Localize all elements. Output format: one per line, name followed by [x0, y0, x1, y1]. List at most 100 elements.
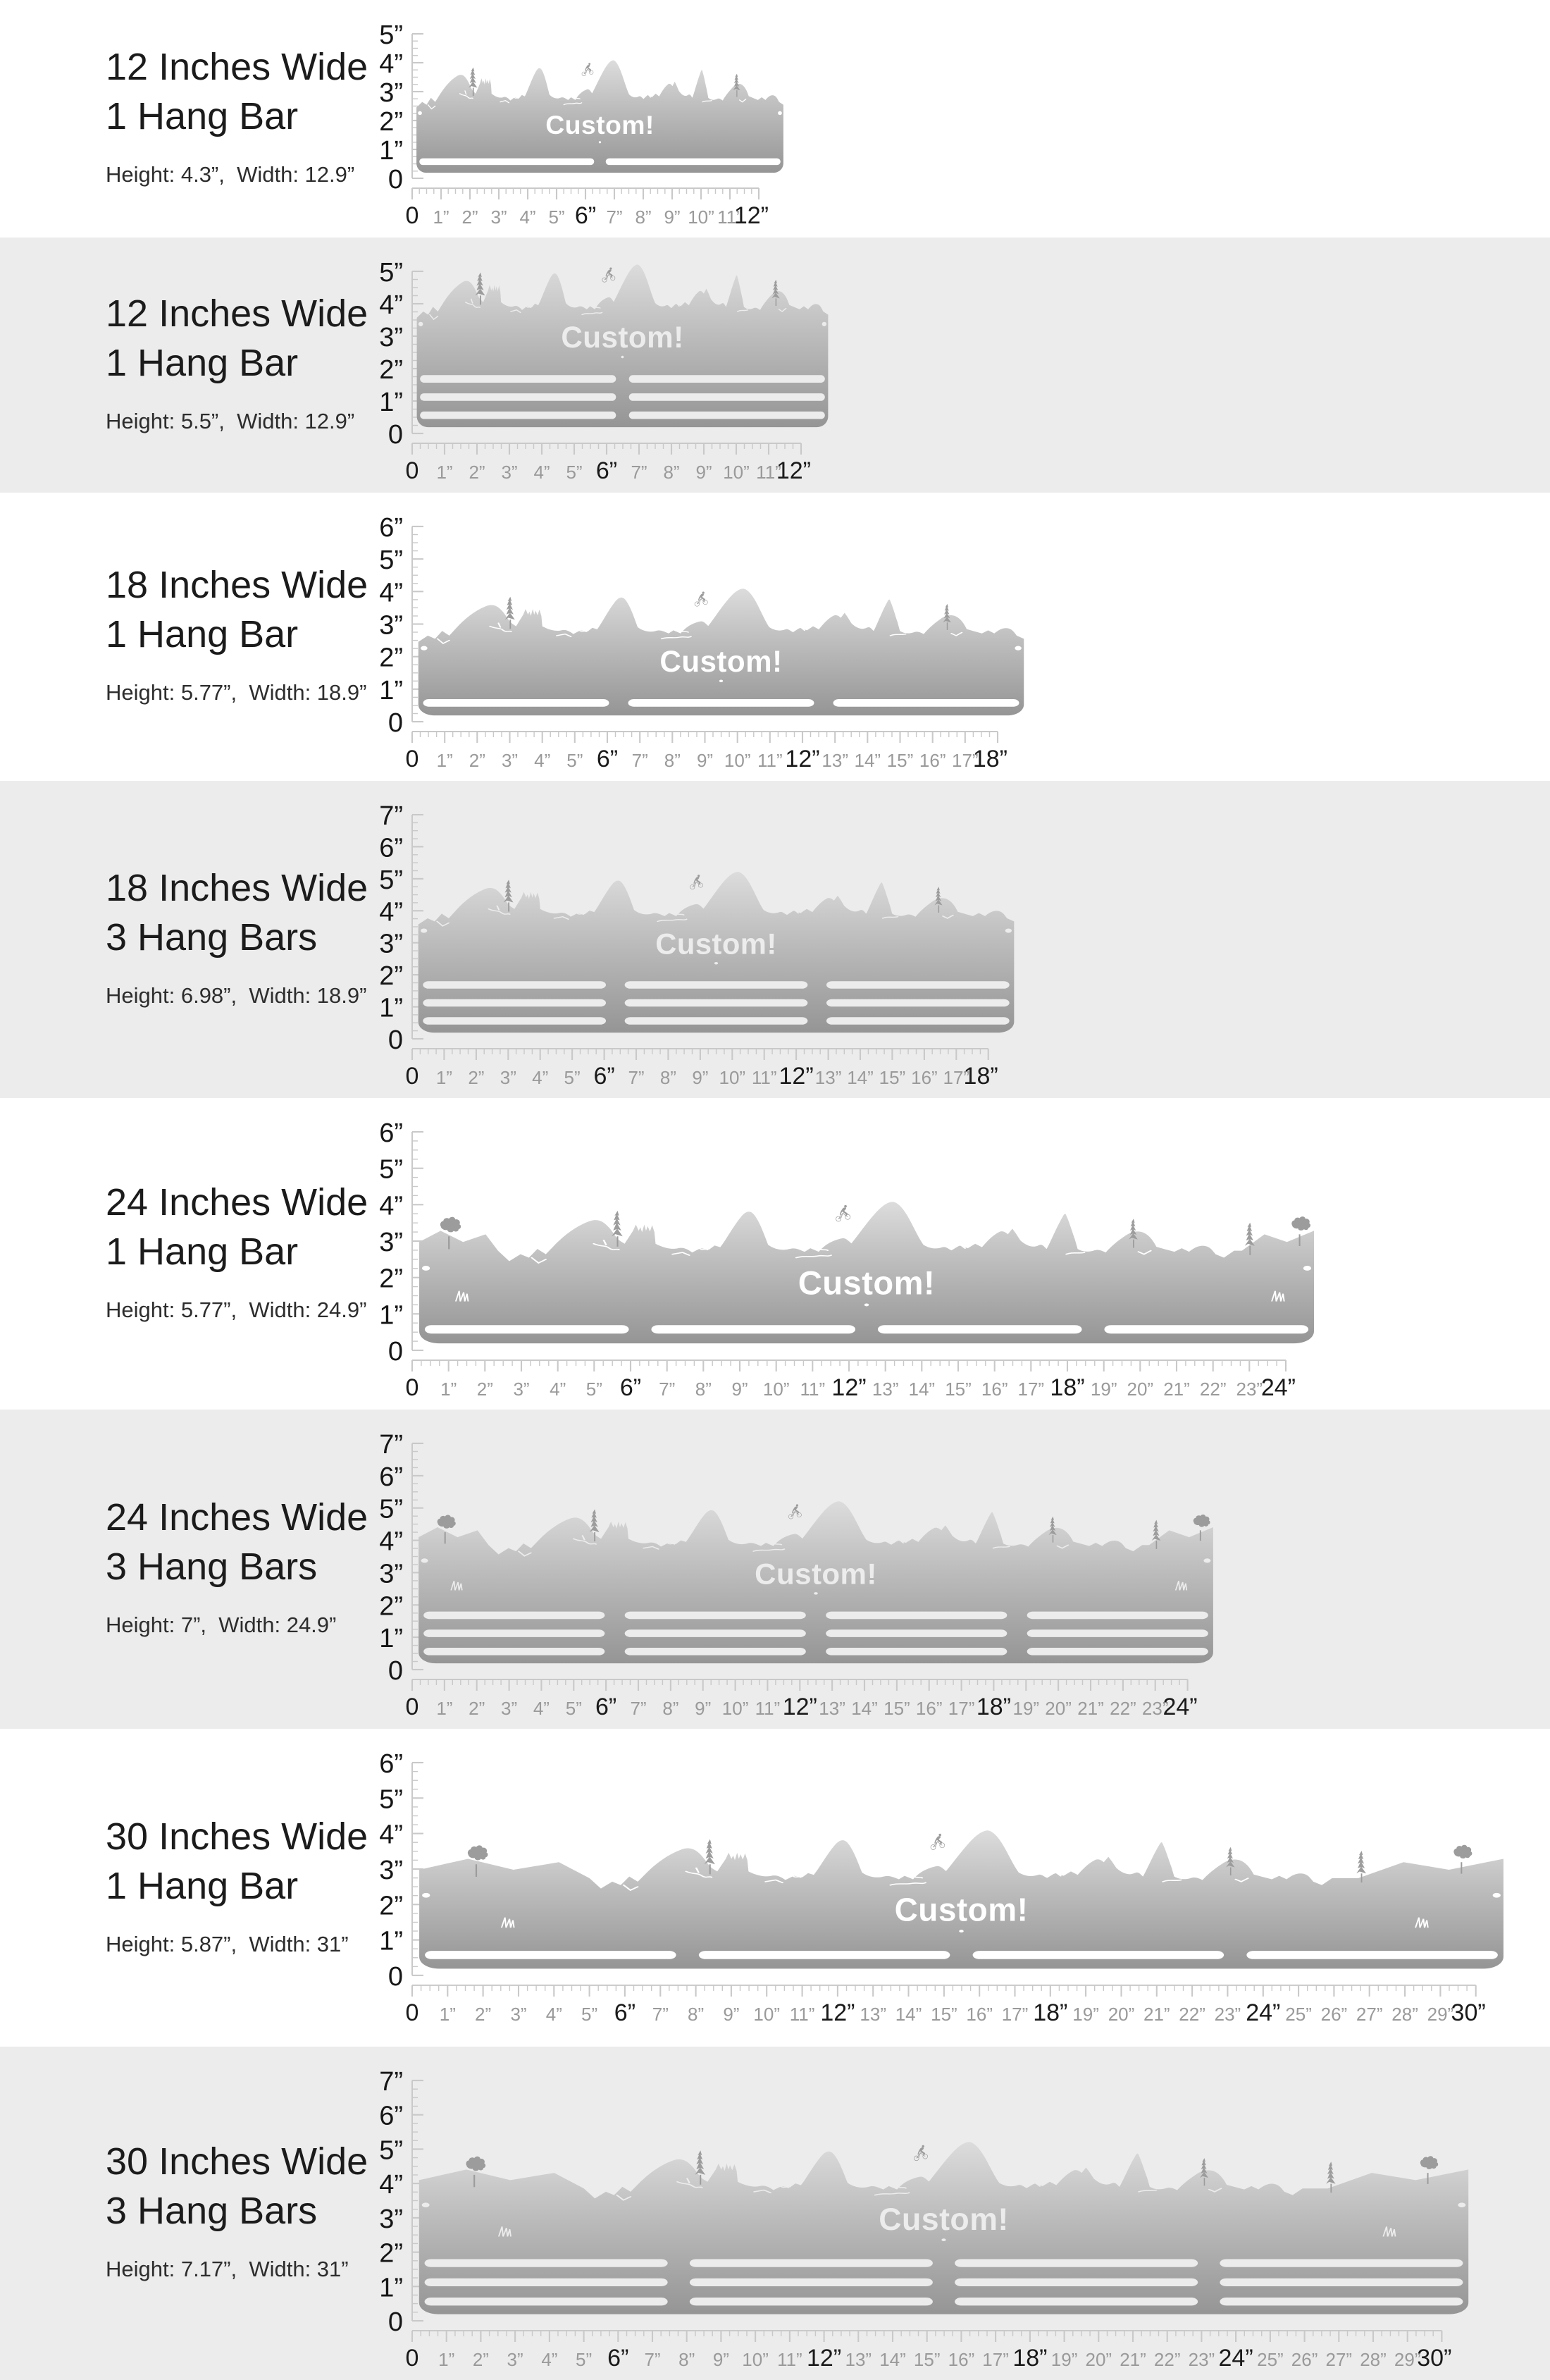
svg-text:1”: 1”: [437, 750, 453, 771]
svg-text:24”: 24”: [1219, 2345, 1253, 2372]
svg-text:1”: 1”: [379, 994, 403, 1023]
svg-text:23”: 23”: [1236, 1379, 1263, 1400]
svg-text:25”: 25”: [1257, 2349, 1284, 2370]
svg-text:12”: 12”: [783, 1694, 817, 1720]
svg-text:16”: 16”: [916, 1698, 943, 1719]
svg-text:3”: 3”: [379, 323, 403, 352]
svg-text:21”: 21”: [1120, 2349, 1146, 2370]
svg-text:9”: 9”: [695, 1698, 711, 1719]
svg-text:0: 0: [388, 708, 403, 738]
svg-text:5”: 5”: [379, 1495, 403, 1524]
svg-text:3”: 3”: [379, 2205, 403, 2234]
svg-text:25”: 25”: [1285, 2004, 1312, 2025]
svg-text:5”: 5”: [379, 1155, 403, 1185]
svg-text:15”: 15”: [931, 2004, 957, 2025]
svg-text:11”: 11”: [777, 2349, 802, 2370]
svg-text:0: 0: [406, 457, 419, 484]
svg-text:11”: 11”: [757, 750, 783, 771]
svg-text:5”: 5”: [581, 2004, 597, 2025]
svg-text:22”: 22”: [1110, 1698, 1136, 1719]
svg-text:1”: 1”: [440, 2004, 456, 2025]
svg-text:29”: 29”: [1427, 2004, 1454, 2025]
svg-text:7”: 7”: [628, 1067, 644, 1088]
svg-text:2”: 2”: [468, 1067, 484, 1088]
svg-text:19”: 19”: [1013, 1698, 1040, 1719]
svg-text:2”: 2”: [469, 462, 485, 483]
svg-text:13”: 13”: [822, 750, 848, 771]
svg-text:18”: 18”: [1012, 2345, 1047, 2372]
svg-text:6”: 6”: [379, 513, 403, 543]
svg-text:7”: 7”: [644, 2349, 660, 2370]
svg-text:23”: 23”: [1215, 2004, 1241, 2025]
svg-text:3”: 3”: [379, 1228, 403, 1257]
svg-text:6”: 6”: [596, 457, 617, 484]
svg-text:7”: 7”: [606, 206, 622, 228]
svg-text:2”: 2”: [379, 1591, 403, 1621]
svg-text:3”: 3”: [500, 1067, 516, 1088]
svg-text:17”: 17”: [982, 2349, 1009, 2370]
svg-text:3”: 3”: [502, 750, 518, 771]
svg-text:16”: 16”: [981, 1379, 1008, 1400]
svg-text:18”: 18”: [1033, 1999, 1067, 2026]
svg-text:12”: 12”: [776, 457, 811, 484]
svg-text:24”: 24”: [1246, 1999, 1280, 2026]
svg-text:3”: 3”: [379, 1559, 403, 1589]
svg-text:13”: 13”: [845, 2349, 872, 2370]
svg-text:1”: 1”: [440, 1379, 457, 1400]
svg-text:16”: 16”: [919, 750, 946, 771]
svg-text:1”: 1”: [438, 2349, 454, 2370]
svg-text:4”: 4”: [519, 206, 535, 228]
svg-text:9”: 9”: [723, 2004, 739, 2025]
svg-text:10”: 10”: [688, 206, 714, 228]
svg-text:20”: 20”: [1127, 1379, 1154, 1400]
svg-text:2”: 2”: [475, 2004, 491, 2025]
svg-text:3”: 3”: [507, 2349, 523, 2370]
svg-text:22”: 22”: [1179, 2004, 1205, 2025]
svg-text:9”: 9”: [695, 462, 712, 483]
svg-text:5”: 5”: [379, 20, 403, 50]
svg-text:9”: 9”: [664, 206, 680, 228]
svg-text:9”: 9”: [713, 2349, 729, 2370]
svg-text:0: 0: [406, 202, 419, 229]
svg-text:10”: 10”: [753, 2004, 780, 2025]
svg-text:10”: 10”: [719, 1067, 746, 1088]
svg-text:17”: 17”: [948, 1698, 975, 1719]
svg-text:2”: 2”: [379, 107, 403, 137]
svg-text:16”: 16”: [911, 1067, 938, 1088]
svg-text:21”: 21”: [1163, 1379, 1190, 1400]
svg-text:5”: 5”: [379, 258, 403, 288]
svg-text:14”: 14”: [879, 2349, 906, 2370]
svg-text:0: 0: [388, 420, 403, 450]
svg-text:18”: 18”: [976, 1694, 1011, 1720]
svg-text:3”: 3”: [501, 462, 517, 483]
svg-text:12”: 12”: [820, 1999, 855, 2026]
svg-text:1”: 1”: [379, 1927, 403, 1956]
svg-text:4”: 4”: [546, 2004, 562, 2025]
svg-text:0: 0: [388, 1025, 403, 1055]
svg-text:1”: 1”: [379, 1300, 403, 1330]
svg-text:28”: 28”: [1360, 2349, 1387, 2370]
svg-text:15”: 15”: [914, 2349, 941, 2370]
svg-text:18”: 18”: [973, 746, 1008, 772]
svg-text:9”: 9”: [697, 750, 713, 771]
svg-text:2”: 2”: [379, 355, 403, 385]
svg-text:3”: 3”: [379, 930, 403, 959]
svg-text:22”: 22”: [1200, 1379, 1227, 1400]
svg-text:4”: 4”: [550, 1379, 566, 1400]
svg-text:4”: 4”: [534, 750, 550, 771]
svg-text:0: 0: [406, 1374, 419, 1401]
svg-text:5”: 5”: [566, 750, 583, 771]
svg-text:18”: 18”: [1050, 1374, 1084, 1401]
svg-text:6”: 6”: [593, 1063, 614, 1090]
svg-text:24”: 24”: [1261, 1374, 1296, 1401]
svg-text:1”: 1”: [379, 1624, 403, 1653]
svg-text:26”: 26”: [1321, 2004, 1348, 2025]
svg-text:20”: 20”: [1045, 1698, 1072, 1719]
svg-text:10”: 10”: [742, 2349, 769, 2370]
svg-text:0: 0: [406, 1063, 419, 1090]
svg-text:12”: 12”: [785, 746, 819, 772]
svg-text:26”: 26”: [1291, 2349, 1318, 2370]
svg-text:15”: 15”: [887, 750, 914, 771]
svg-text:5”: 5”: [548, 206, 564, 228]
svg-text:12”: 12”: [734, 202, 769, 229]
